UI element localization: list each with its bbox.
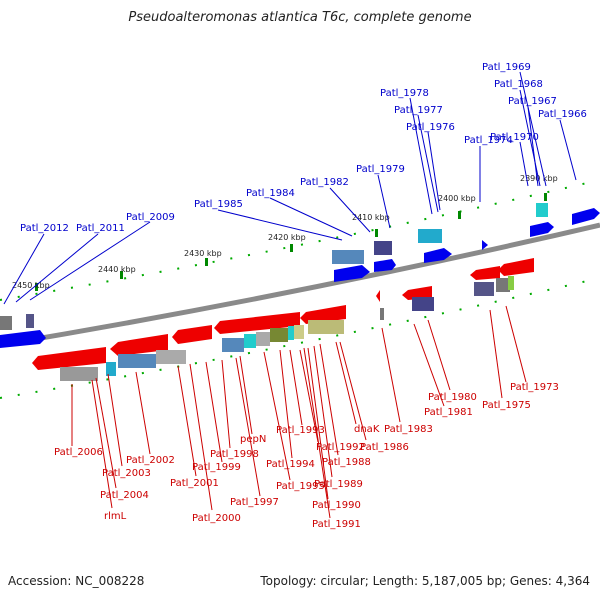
tick-label: 2440 kbp xyxy=(98,265,136,274)
gene-box xyxy=(222,338,244,352)
genome-backbone xyxy=(0,222,600,348)
gene-label-forward: Patl_1974 xyxy=(464,135,513,146)
gene-label-reverse: Patl_1998 xyxy=(210,449,259,460)
gene-arrow xyxy=(402,286,432,300)
gene-box xyxy=(106,362,116,376)
gene-label-forward: Patl_1970 xyxy=(490,132,539,143)
gene-arrow xyxy=(482,240,488,250)
gene-box xyxy=(26,314,34,328)
gene-arrow xyxy=(424,248,452,263)
gene-arrow xyxy=(530,222,554,237)
gene-labels: Patl_1969 Patl_1968 Patl_1967 Patl_1966 Patl… xyxy=(20,62,587,530)
gene-box xyxy=(60,367,98,381)
gene-label-reverse: Patl_2000 xyxy=(192,513,241,524)
gene-box xyxy=(496,278,510,292)
leader-lines-top xyxy=(3,71,577,305)
tick-label: 2430 kbp xyxy=(184,249,222,258)
gene-label-reverse: Patl_1994 xyxy=(266,459,315,470)
accession-text: Accession: NC_008228 xyxy=(8,574,145,588)
gene-label-forward: Patl_1976 xyxy=(406,122,455,133)
gene-arrow xyxy=(110,334,168,356)
gene-label-reverse: Patl_1997 xyxy=(230,497,279,508)
gene-label-reverse: Patl_1973 xyxy=(510,382,559,393)
gene-label-reverse: Patl_1975 xyxy=(482,400,531,411)
reverse-features xyxy=(32,258,534,381)
gene-arrow xyxy=(470,266,500,280)
gene-box xyxy=(380,308,384,320)
gene-label-forward: Patl_1984 xyxy=(246,188,295,199)
gene-box xyxy=(536,203,548,217)
gene-box xyxy=(270,328,288,342)
gene-box xyxy=(118,354,156,368)
gene-label-forward: Patl_1978 xyxy=(380,88,429,99)
gene-arrow xyxy=(498,258,534,276)
gene-label-reverse: rlmL xyxy=(104,511,127,522)
gene-label-reverse: Patl_1983 xyxy=(384,424,433,435)
gene-box xyxy=(474,282,494,296)
gene-box xyxy=(244,334,256,348)
gene-label-reverse: Patl_1988 xyxy=(322,457,371,468)
gene-box xyxy=(374,241,392,255)
gene-box xyxy=(418,229,442,243)
leader-lines-bottom xyxy=(71,305,527,519)
gene-box xyxy=(308,320,344,334)
gene-label-forward: Patl_1966 xyxy=(538,109,587,120)
gene-label-reverse: Patl_1992 xyxy=(316,442,365,453)
gene-label-forward: Patl_1977 xyxy=(394,105,443,116)
gene-box xyxy=(256,332,270,346)
gene-label-forward: Patl_2011 xyxy=(76,223,125,234)
gene-arrow xyxy=(300,305,346,324)
gene-arrow xyxy=(374,259,396,272)
gene-label-reverse: pepN xyxy=(240,434,266,445)
gene-label-forward: Patl_1982 xyxy=(300,177,349,188)
gene-arrow xyxy=(214,312,300,334)
gene-label-forward: Patl_1967 xyxy=(508,96,557,107)
gene-arrow xyxy=(172,325,212,344)
gene-label-forward: Patl_1968 xyxy=(494,79,543,90)
gene-box xyxy=(508,276,514,290)
gene-box xyxy=(332,250,364,264)
gene-label-reverse: Patl_1986 xyxy=(360,442,409,453)
tick-bars xyxy=(35,193,547,291)
gene-arrow xyxy=(32,347,106,370)
gene-box xyxy=(288,326,294,340)
gene-label-reverse: Patl_1990 xyxy=(312,500,361,511)
gene-label-reverse: Patl_1980 xyxy=(428,392,477,403)
gene-label-forward: Patl_2012 xyxy=(20,223,69,234)
tick-label: 2450 kbp xyxy=(12,281,50,290)
gene-arrow xyxy=(334,265,370,282)
gene-box xyxy=(412,297,434,311)
tick-label: 2410 kbp xyxy=(352,213,390,222)
gene-label-reverse: Patl_1989 xyxy=(314,479,363,490)
gene-label-forward: Patl_1985 xyxy=(194,199,243,210)
gene-arrow xyxy=(376,290,380,302)
tick-label: 2420 kbp xyxy=(268,233,306,242)
gene-label-reverse: Patl_1981 xyxy=(424,407,473,418)
gene-label-reverse: Patl_1995 xyxy=(276,481,325,492)
gene-box xyxy=(0,316,12,330)
gene-arrow xyxy=(572,208,600,225)
gene-label-reverse: Patl_2001 xyxy=(170,478,219,489)
forward-features xyxy=(0,203,600,348)
gene-box xyxy=(294,325,304,339)
gene-arrow xyxy=(0,330,46,348)
genome-summary: Topology: circular; Length: 5,187,005 bp… xyxy=(260,574,590,588)
gene-label-forward: Patl_1969 xyxy=(482,62,531,73)
gene-box xyxy=(156,350,186,364)
gene-label-reverse: Patl_2003 xyxy=(102,468,151,479)
gene-label-reverse: Patl_1991 xyxy=(312,519,361,530)
gene-label-reverse: Patl_1993 xyxy=(276,425,325,436)
tick-label: 2400 kbp xyxy=(438,194,476,203)
gene-label-reverse: dnaK xyxy=(354,424,380,435)
gene-label-reverse: Patl_2006 xyxy=(54,447,103,458)
gene-label-forward: Patl_2009 xyxy=(126,212,175,223)
map-title: Pseudoalteromonas atlantica T6c, complet… xyxy=(128,10,472,25)
gene-label-reverse: Patl_2002 xyxy=(126,455,175,466)
gene-label-forward: Patl_1979 xyxy=(356,164,405,175)
gene-label-reverse: Patl_2004 xyxy=(100,490,149,501)
gene-label-reverse: Patl_1999 xyxy=(192,462,241,473)
